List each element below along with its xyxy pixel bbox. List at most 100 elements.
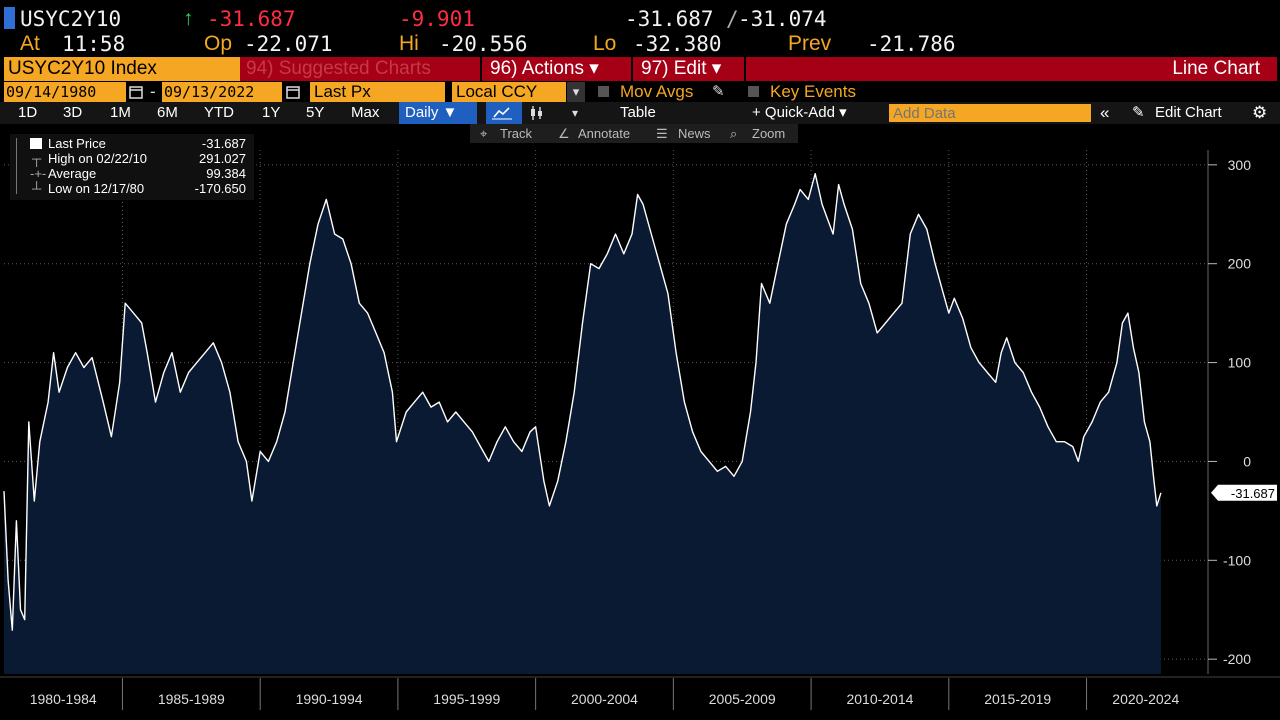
low-value: -32.380 (633, 32, 722, 56)
up-arrow-icon: ↑ (183, 7, 194, 30)
legend-label: Low on 12/17/80 (48, 181, 145, 196)
open-label: Op (204, 32, 233, 55)
chart-toolbar: USYC2Y10 Index 94) Suggested Charts 96) … (0, 57, 1280, 81)
edit-chart-button[interactable]: Edit Chart (1155, 104, 1222, 121)
period-ytd[interactable]: YTD (204, 104, 234, 121)
currency-dropdown-icon[interactable]: ▾ (567, 82, 585, 102)
pencil-icon[interactable]: ✎ (712, 83, 725, 100)
open-value: -22.071 (244, 32, 333, 56)
y-tick-label: 0 (1243, 453, 1251, 469)
x-tick-label: 2020-2024 (1112, 691, 1179, 707)
period-3d[interactable]: 3D (63, 104, 83, 121)
bid-value: -31.687 (625, 7, 714, 31)
quote-time: 11:58 (62, 32, 126, 56)
chart-type-label: Line Chart (1172, 58, 1260, 79)
toolbar-spacer (745, 57, 1277, 81)
zoom-icon[interactable]: ⌕ (730, 126, 738, 141)
period-1d[interactable]: 1D (18, 104, 38, 121)
last-value-label: -31.687 (1231, 486, 1275, 501)
annotate-tool[interactable]: Annotate (578, 126, 631, 141)
low-marker-icon: ┴ (32, 181, 42, 196)
legend-tree-line (16, 138, 17, 194)
legend-value: -31.687 (201, 136, 246, 151)
period-6m[interactable]: 6M (157, 104, 178, 121)
field-select[interactable]: Last Px (310, 82, 445, 102)
end-date-input[interactable]: 09/13/2022 (162, 82, 282, 102)
key-events-checkbox[interactable] (748, 82, 760, 102)
quote-header: USYC2Y10 ↑ -31.687 -9.901 -31.687 / -31.… (0, 0, 1280, 56)
currency-select[interactable]: Local CCY (452, 82, 566, 102)
y-tick-label: -100 (1223, 552, 1251, 568)
zoom-tool[interactable]: Zoom (752, 126, 786, 141)
legend-value: 99.384 (206, 166, 246, 181)
legend-value: -170.650 (194, 181, 246, 196)
x-tick-label: 1985-1989 (158, 691, 225, 707)
prev-label: Prev (788, 32, 832, 55)
y-tick-label: 200 (1228, 256, 1252, 272)
legend-last-price[interactable]: Last Price -31.687 (10, 136, 254, 151)
prev-value: -21.786 (867, 32, 956, 56)
last-price: -31.687 (207, 7, 296, 31)
gear-icon[interactable]: ⚙ (1252, 103, 1268, 122)
start-date-input[interactable]: 09/14/1980 (4, 82, 126, 102)
legend-label: Average (48, 166, 97, 181)
series-line (3, 173, 1162, 631)
series-area (4, 173, 1161, 674)
candle-chart-mode-icon[interactable] (526, 103, 548, 123)
legend-high[interactable]: ┬ High on 02/22/10 291.027 (10, 151, 254, 166)
quick-add-button[interactable]: + Quick-Add ▾ (752, 104, 847, 121)
annotation-toolbar: ⌖ Track ∠ Annotate ☰ News ⌕ Zoom (470, 124, 798, 143)
legend-average[interactable]: -+- Average 99.384 (10, 166, 254, 181)
mov-avgs-label: Mov Avgs (620, 82, 694, 101)
edit-chart-pencil-icon[interactable]: ✎ (1132, 104, 1145, 121)
start-calendar-icon[interactable] (129, 82, 143, 102)
legend-label: Last Price (48, 136, 106, 151)
chart-settings-bar: 09/14/1980 - 09/13/2022 Last Px Local CC… (0, 82, 1280, 102)
frequency-select[interactable]: Daily ▼ (399, 102, 477, 124)
high-label: Hi (399, 32, 419, 55)
legend-label: High on 02/22/10 (48, 151, 148, 166)
x-tick-label: 2015-2019 (984, 691, 1051, 707)
key-events-label: Key Events (770, 82, 856, 101)
mov-avgs-checkbox[interactable] (598, 82, 610, 102)
line-draw-icon[interactable]: ∠ (558, 126, 570, 141)
add-data-input[interactable] (889, 104, 1091, 122)
crosshair-icon[interactable]: ⌖ (480, 126, 488, 141)
edit-menu-button[interactable]: 97) Edit ▾ (632, 57, 744, 81)
x-tick-label: 1995-1999 (433, 691, 500, 707)
suggested-charts-button[interactable]: 94) Suggested Charts (240, 57, 480, 81)
bid-ask-separator: / (726, 7, 739, 31)
x-tick-label: 2000-2004 (571, 691, 638, 707)
period-1y[interactable]: 1Y (262, 104, 281, 121)
collapse-panel-icon[interactable]: « (1100, 103, 1110, 122)
line-chart[interactable]: 1980-1984 1985-1989 1990-1994 1995-1999 2000… (0, 144, 1280, 720)
period-max[interactable]: Max (351, 104, 380, 121)
chart-mode-dropdown-icon[interactable]: ▾ (572, 106, 579, 120)
line-chart-mode-icon[interactable] (486, 102, 522, 124)
y-tick-label: 100 (1228, 355, 1252, 371)
news-icon[interactable]: ☰ (656, 126, 668, 141)
period-1m[interactable]: 1M (110, 104, 131, 121)
high-marker-icon: ┬ (32, 151, 42, 166)
chart-legend: Last Price -31.687 ┬ High on 02/22/10 29… (10, 134, 254, 200)
track-tool[interactable]: Track (500, 126, 533, 141)
last-value-tag (1211, 484, 1277, 501)
legend-swatch (30, 138, 42, 149)
end-calendar-icon[interactable] (286, 82, 300, 102)
date-range-dash: - (150, 82, 156, 101)
net-change: -9.901 (399, 7, 475, 31)
security-color-marker (4, 7, 15, 29)
average-marker-icon: -+- (30, 166, 47, 181)
ticker-label: USYC2Y10 (20, 7, 122, 31)
news-tool[interactable]: News (678, 126, 711, 141)
table-button[interactable]: Table (620, 104, 656, 121)
security-input[interactable]: USYC2Y10 Index (4, 57, 240, 81)
at-label: At (20, 32, 40, 55)
legend-low[interactable]: ┴ Low on 12/17/80 -170.650 (10, 181, 254, 196)
period-5y[interactable]: 5Y (306, 104, 325, 121)
high-value: -20.556 (439, 32, 528, 56)
legend-value: 291.027 (199, 151, 246, 166)
actions-menu-button[interactable]: 96) Actions ▾ (481, 57, 631, 81)
x-tick-label: 1990-1994 (296, 691, 363, 707)
y-tick-label: -200 (1223, 651, 1251, 667)
